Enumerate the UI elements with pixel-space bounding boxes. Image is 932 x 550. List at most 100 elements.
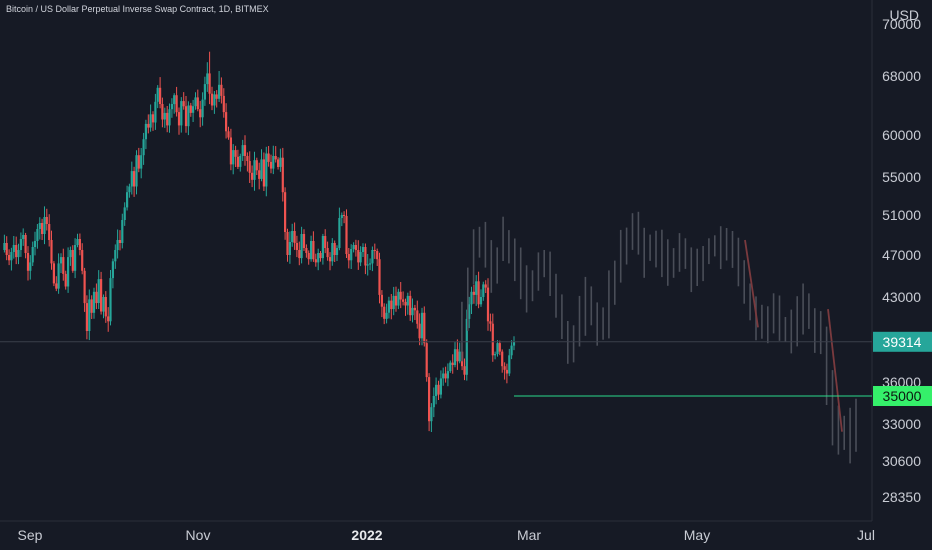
candle-body (260, 159, 263, 179)
candle-body (50, 240, 53, 264)
candle-body (95, 291, 98, 304)
candle-body (442, 373, 445, 379)
candle-body (100, 279, 103, 312)
candle-body (15, 245, 18, 258)
candle-body (489, 321, 492, 324)
candle-body (111, 261, 114, 279)
candle-body (213, 94, 216, 106)
y-tick-label: 68000 (882, 68, 921, 84)
candle-body (43, 217, 46, 234)
candle-body (227, 131, 230, 138)
candle-body (109, 278, 112, 322)
candle-body (262, 159, 265, 187)
candle-body (128, 186, 131, 193)
candle-body (505, 369, 508, 374)
candle-body (246, 156, 249, 161)
candle-body (175, 95, 178, 113)
candle-body (302, 234, 306, 248)
candle-body (144, 123, 147, 140)
candle-body (29, 262, 32, 271)
candle-body (482, 284, 485, 297)
candle-body (156, 87, 159, 102)
candle-body (107, 316, 110, 322)
candle-body (151, 114, 155, 123)
candle-body (319, 253, 322, 259)
x-tick-label: 2022 (351, 527, 382, 543)
candle-body (170, 104, 173, 110)
candle-body (187, 105, 190, 127)
candle-body (121, 220, 124, 243)
candle-body (435, 384, 438, 396)
candle-body (159, 87, 162, 104)
candle-body (239, 156, 242, 167)
candle-body (126, 192, 129, 208)
candle-body (67, 257, 70, 287)
candle-body (305, 248, 308, 253)
candle-body (453, 349, 457, 365)
candle-body (425, 343, 428, 378)
candle-body (154, 101, 157, 123)
y-tick-label: 28350 (882, 489, 921, 505)
candle-body (48, 224, 51, 240)
candle-body (307, 253, 310, 260)
candle-body (498, 343, 501, 352)
candle-body (340, 215, 343, 218)
candle-body (149, 114, 152, 128)
candle-body (184, 106, 188, 127)
candle-body (324, 236, 327, 248)
candle-body (236, 156, 239, 167)
candle-body (168, 109, 171, 126)
candle-body (281, 157, 284, 193)
candle-body (402, 299, 405, 302)
candle-body (147, 123, 150, 128)
candle-body (312, 241, 315, 260)
candle-body (243, 145, 247, 156)
target-price-badge (873, 386, 932, 406)
candle-body (510, 345, 513, 356)
candle-body (468, 304, 471, 319)
candle-body (449, 362, 452, 372)
candle-body (458, 351, 461, 362)
candle-body (192, 106, 195, 113)
candle-body (10, 252, 13, 261)
candle-body (399, 291, 402, 300)
candle-body (371, 250, 374, 264)
candle-body (423, 312, 426, 344)
y-axis[interactable]: 7000068000600005500051000470004300036000… (882, 7, 921, 505)
candle-body (508, 355, 511, 374)
candle-body (418, 323, 421, 339)
candle-body (83, 270, 86, 304)
candle-body (85, 303, 88, 331)
candle-body (437, 384, 440, 395)
candle-body (102, 297, 105, 312)
candle-body (430, 407, 433, 422)
candle-body (486, 287, 490, 322)
candle-body (428, 377, 431, 422)
candle-body (279, 157, 282, 167)
x-axis[interactable]: Sep Nov 2022 Mar May Jul (18, 527, 875, 543)
candle-body (218, 84, 221, 99)
candle-body (406, 295, 409, 306)
candle-body (343, 215, 346, 216)
candle-body (255, 160, 258, 171)
candle-body (378, 259, 381, 295)
candle-body (173, 95, 176, 105)
candle-body (140, 155, 143, 169)
candle-body (376, 251, 379, 260)
candle-body (411, 307, 414, 316)
candle-body (234, 150, 237, 157)
y-tick-label: 60000 (882, 127, 921, 143)
candle-body (251, 172, 254, 180)
candle-body (293, 231, 296, 243)
candle-body (475, 281, 478, 295)
candle-body (142, 139, 145, 156)
candle-body (189, 105, 192, 113)
candle-body (26, 253, 30, 271)
x-tick-label: Nov (186, 527, 211, 543)
candle-body (22, 235, 25, 239)
candle-body (451, 362, 454, 365)
candle-body (55, 283, 58, 289)
projection-group (461, 211, 857, 464)
